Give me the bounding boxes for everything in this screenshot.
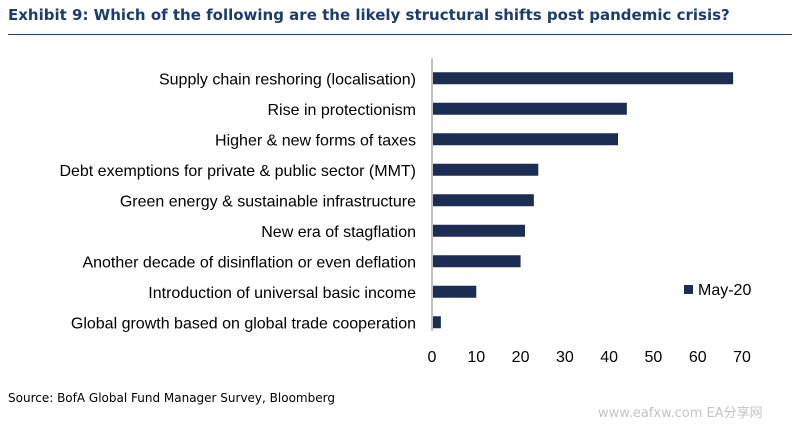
legend-swatch [684, 285, 693, 294]
category-labels: Supply chain reshoring (localisation) Ris… [59, 71, 416, 332]
bar-4 [433, 194, 534, 207]
legend: May-20 [684, 282, 751, 299]
bar-1 [433, 102, 627, 115]
category-label-2: Higher & new forms of taxes [215, 132, 416, 149]
bar-0 [433, 72, 734, 85]
category-label-1: Rise in protectionism [268, 102, 417, 119]
x-tick-label-30: 30 [556, 349, 574, 366]
x-tick-label-60: 60 [689, 349, 707, 366]
bar-chart: Supply chain reshoring (localisation) Ris… [59, 58, 751, 366]
bar-7 [433, 285, 477, 298]
category-label-4: Green energy & sustainable infrastructur… [120, 193, 416, 210]
category-label-6: Another decade of disinflation or even d… [82, 254, 416, 271]
bars [433, 72, 734, 329]
x-tick-label-50: 50 [645, 349, 663, 366]
category-label-8: Global growth based on global trade coop… [71, 315, 416, 332]
x-tick-label-0: 0 [428, 349, 437, 366]
bar-6 [433, 255, 521, 268]
x-tick-label-40: 40 [600, 349, 618, 366]
x-tick-label-70: 70 [733, 349, 751, 366]
category-label-7: Introduction of universal basic income [148, 285, 416, 302]
bar-5 [433, 224, 525, 237]
watermark: www.eafxw.com EA分享网 [598, 406, 763, 421]
chart-title: Exhibit 9: Which of the following are th… [8, 6, 730, 24]
source-note: Source: BofA Global Fund Manager Survey,… [8, 391, 335, 405]
legend-label-may-20: May-20 [698, 282, 751, 299]
category-label-5: New era of stagflation [261, 224, 416, 241]
x-tick-label-20: 20 [512, 349, 530, 366]
bar-2 [433, 133, 618, 146]
title-rule [8, 34, 792, 35]
category-label-0: Supply chain reshoring (localisation) [159, 71, 416, 88]
bar-8 [433, 316, 441, 329]
x-axis-ticks: 0 10 20 30 40 50 60 70 [428, 349, 751, 366]
x-tick-label-10: 10 [467, 349, 485, 366]
bar-3 [433, 163, 539, 176]
category-label-3: Debt exemptions for private & public sec… [59, 163, 416, 180]
